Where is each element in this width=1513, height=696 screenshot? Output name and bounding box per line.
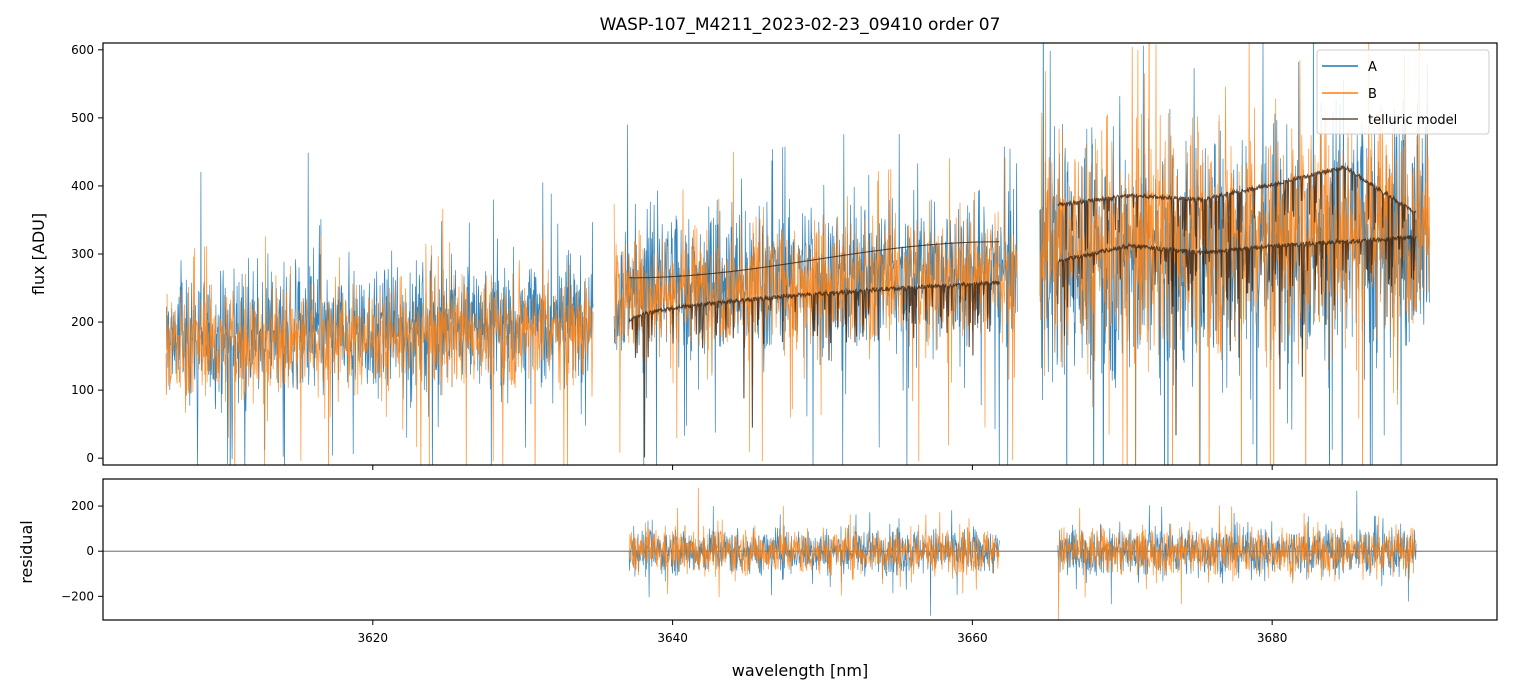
legend-label-telluric: telluric model: [1368, 113, 1457, 128]
residual-axes-frame: [102, 478, 1498, 621]
flux-y-tick-label: 400: [71, 179, 94, 193]
residual-x-tick-label: 3620: [358, 631, 389, 645]
x-axis-label: wavelength [nm]: [732, 661, 869, 680]
legend-label-b: B: [1368, 87, 1377, 102]
flux-y-tick-label: 500: [71, 111, 94, 125]
flux-y-tick-label: 200: [71, 315, 94, 329]
residual-y-tick-label: 0: [86, 544, 94, 558]
residual-x-tick-label: 3640: [657, 631, 688, 645]
spectrum-a-segment: [165, 152, 594, 465]
residual-x-tick-label: 3660: [957, 631, 988, 645]
legend-label-a: A: [1368, 60, 1377, 75]
residual-y-tick-label: 200: [71, 499, 94, 513]
telluric-model-curve: [1057, 234, 1417, 436]
residual-b-segment: [1057, 505, 1417, 620]
flux-y-tick-label: 600: [71, 43, 94, 57]
residual-b-segment: [628, 487, 1000, 598]
residual-x-tick-label: 3680: [1257, 631, 1288, 645]
residual-panel: 200 0 −200 3620 3640 3660 3680 residual wavel…: [17, 478, 1498, 680]
flux-y-label: flux [ADU]: [29, 213, 48, 295]
spectrum-b-segment: [613, 151, 1018, 462]
flux-y-tick-label: 0: [86, 451, 94, 465]
flux-y-tick-label: 300: [71, 247, 94, 261]
residual-plot-area: [103, 487, 1497, 620]
residual-x-ticks: 3620 3640 3660 3680: [358, 620, 1288, 645]
telluric-model-curve: [628, 279, 1000, 458]
flux-y-tick-label: 100: [71, 383, 94, 397]
residual-y-tick-label: −200: [61, 589, 94, 603]
spectrum-b-segment: [165, 208, 594, 465]
telluric-model-curve: [629, 241, 1000, 279]
flux-y-ticks: 0 100 200 300 400 500 600: [71, 43, 103, 465]
residual-y-label: residual: [17, 520, 36, 583]
flux-panel: 0 100 200 300 400 500 600 flux [ADU] A B tellu…: [29, 42, 1498, 470]
telluric-model-curve: [1057, 164, 1417, 358]
legend: A B telluric model: [1316, 49, 1490, 135]
spectrum-a-segment: [613, 124, 1018, 465]
residual-y-ticks: 200 0 −200: [61, 499, 103, 603]
flux-x-ticks: [372, 465, 1273, 470]
flux-plot-area: [165, 43, 1430, 465]
legend-box: [1316, 49, 1490, 135]
chart-title: WASP-107_M4211_2023-02-23_09410 order 07: [600, 15, 1001, 35]
